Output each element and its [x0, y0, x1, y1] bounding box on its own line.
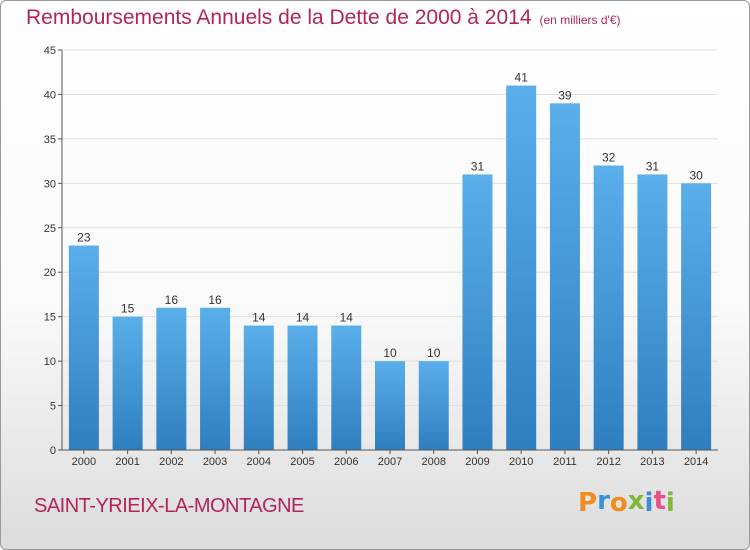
x-tick-label-2013: 2013	[640, 456, 664, 468]
bar-2006	[331, 325, 362, 450]
y-tick-label: 30	[44, 178, 56, 190]
value-label-2000: 23	[77, 231, 91, 245]
logo-letter: i	[644, 488, 654, 518]
value-label-2001: 15	[121, 302, 135, 316]
bar-2010	[506, 85, 537, 451]
labels: 2000 23 2001 15 2002 16 2003 16 2004 14 2005 14 2006…	[72, 71, 709, 468]
commune-name: SAINT-YRIEIX-LA-MONTAGNE	[34, 495, 304, 517]
x-tick-label-2008: 2008	[421, 456, 445, 468]
x-tick-label-2011: 2011	[553, 456, 577, 468]
chart-title-text: Remboursements Annuels de la Dette de 20…	[26, 6, 532, 29]
x-tick-label-2006: 2006	[334, 456, 358, 468]
y-tick-label: 40	[44, 89, 56, 101]
bar-2009	[462, 174, 493, 450]
chart-title: Remboursements Annuels de la Dette de 20…	[26, 6, 621, 30]
bar-2005	[287, 325, 318, 450]
y-tick-label: 35	[44, 134, 56, 146]
x-tick-label-2012: 2012	[596, 456, 620, 468]
y-tick-label: 25	[44, 223, 56, 235]
bar-2012	[593, 165, 624, 451]
logo-letter: r	[597, 486, 610, 516]
value-label-2010: 41	[515, 71, 529, 85]
x-tick-label-2000: 2000	[72, 456, 96, 468]
logo-letter: x	[627, 486, 645, 516]
y-tick-label: 45	[44, 45, 56, 57]
value-label-2012: 32	[602, 151, 616, 165]
value-label-2009: 31	[471, 159, 485, 173]
y-tick-label: 10	[44, 356, 56, 368]
y-tick-label: 5	[50, 401, 56, 413]
bar-2001	[112, 316, 143, 450]
value-label-2003: 16	[208, 293, 222, 307]
x-tick-label-2007: 2007	[378, 456, 402, 468]
x-tick-label-2014: 2014	[684, 456, 708, 468]
value-label-2013: 31	[646, 159, 660, 173]
proxiti-logo: Proxiti	[578, 486, 675, 518]
y-tick-label: 15	[44, 312, 56, 324]
value-label-2014: 30	[689, 168, 703, 182]
value-label-2004: 14	[252, 311, 266, 325]
value-label-2006: 14	[340, 311, 354, 325]
value-label-2007: 10	[383, 346, 397, 360]
bar-2004	[243, 325, 274, 450]
chart-unit: (en milliers d'€)	[539, 13, 621, 27]
y-tick-label: 20	[44, 267, 56, 279]
bar-2008	[418, 361, 449, 450]
axes: 0 5 10 15 20 25 30 35 40 45	[44, 45, 718, 457]
bars	[68, 85, 712, 451]
value-label-2011: 39	[558, 88, 572, 102]
value-label-2005: 14	[296, 311, 310, 325]
value-label-2008: 10	[427, 346, 441, 360]
x-tick-label-2009: 2009	[465, 456, 489, 468]
bar-2002	[156, 307, 187, 450]
bar-2013	[637, 174, 668, 450]
bar-2011	[549, 103, 580, 450]
x-tick-label-2005: 2005	[290, 456, 314, 468]
x-tick-label-2010: 2010	[509, 456, 533, 468]
bar-2007	[375, 361, 405, 450]
bar-2000	[68, 245, 99, 450]
bar-2014	[681, 183, 712, 451]
x-tick-label-2003: 2003	[203, 456, 227, 468]
logo-letter: o	[609, 488, 628, 518]
x-tick-label-2002: 2002	[159, 456, 183, 468]
x-tick-label-2004: 2004	[247, 456, 271, 468]
y-tick-label: 0	[50, 445, 56, 457]
logo-letter: t	[653, 486, 666, 516]
value-label-2002: 16	[165, 293, 179, 307]
x-tick-label-2001: 2001	[115, 456, 139, 468]
logo-letter: P	[578, 488, 598, 518]
logo-letter: i	[665, 488, 675, 518]
bar-2003	[200, 307, 231, 450]
